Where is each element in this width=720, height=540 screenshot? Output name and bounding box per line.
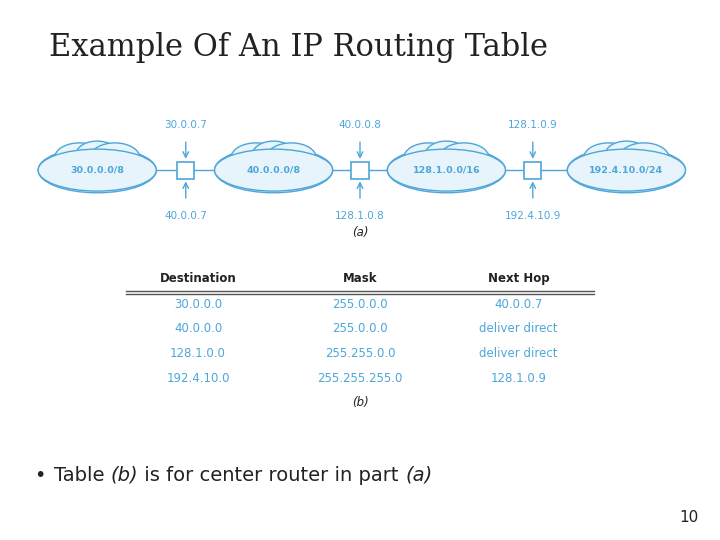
Text: 40.0.0.8: 40.0.0.8 <box>338 119 382 130</box>
Text: 192.4.10.0/24: 192.4.10.0/24 <box>590 166 663 174</box>
Text: 128.1.0.9: 128.1.0.9 <box>508 119 558 130</box>
Ellipse shape <box>38 147 156 193</box>
Ellipse shape <box>425 141 468 168</box>
Text: 30.0.0.7: 30.0.0.7 <box>164 119 207 130</box>
Text: deliver direct: deliver direct <box>479 322 558 335</box>
Ellipse shape <box>567 149 685 191</box>
Text: Example Of An IP Routing Table: Example Of An IP Routing Table <box>49 32 548 63</box>
Text: 128.1.0.0/16: 128.1.0.0/16 <box>413 166 480 174</box>
Text: is for center router in part: is for center router in part <box>138 465 405 485</box>
Ellipse shape <box>55 143 104 172</box>
FancyBboxPatch shape <box>524 161 541 179</box>
Text: 255.0.0.0: 255.0.0.0 <box>332 322 388 335</box>
Text: 40.0.0.0/8: 40.0.0.0/8 <box>246 166 301 174</box>
Ellipse shape <box>215 149 333 191</box>
Text: 192.4.10.0: 192.4.10.0 <box>166 372 230 385</box>
FancyBboxPatch shape <box>351 161 369 179</box>
Ellipse shape <box>266 143 316 172</box>
Text: 40.0.0.7: 40.0.0.7 <box>164 211 207 221</box>
Ellipse shape <box>387 149 505 191</box>
Ellipse shape <box>76 141 119 168</box>
Ellipse shape <box>404 143 454 172</box>
Ellipse shape <box>252 141 295 168</box>
Ellipse shape <box>439 143 489 172</box>
FancyBboxPatch shape <box>177 161 194 179</box>
Text: (a): (a) <box>352 226 368 239</box>
Text: 128.1.0.8: 128.1.0.8 <box>335 211 385 221</box>
Text: 40.0.0.7: 40.0.0.7 <box>494 298 543 310</box>
Text: (b): (b) <box>351 396 369 409</box>
Text: 192.4.10.9: 192.4.10.9 <box>505 211 561 221</box>
Ellipse shape <box>567 147 685 193</box>
Text: 128.1.0.9: 128.1.0.9 <box>490 372 546 385</box>
Text: (b): (b) <box>111 465 138 485</box>
Text: 40.0.0.0: 40.0.0.0 <box>174 322 222 335</box>
Text: Mask: Mask <box>343 272 377 285</box>
Text: Destination: Destination <box>160 272 236 285</box>
Text: 30.0.0.0/8: 30.0.0.0/8 <box>71 166 125 174</box>
Ellipse shape <box>605 141 648 168</box>
Ellipse shape <box>619 143 669 172</box>
Text: 255.255.0.0: 255.255.0.0 <box>325 347 395 360</box>
Text: 10: 10 <box>679 510 698 525</box>
Ellipse shape <box>584 143 634 172</box>
Text: 255.0.0.0: 255.0.0.0 <box>332 298 388 310</box>
Text: 128.1.0.0: 128.1.0.0 <box>170 347 226 360</box>
Ellipse shape <box>90 143 140 172</box>
Ellipse shape <box>38 149 156 191</box>
Text: deliver direct: deliver direct <box>479 347 558 360</box>
Text: (a): (a) <box>405 465 433 485</box>
Ellipse shape <box>387 147 505 193</box>
Text: Table: Table <box>54 465 111 485</box>
Text: 30.0.0.0: 30.0.0.0 <box>174 298 222 310</box>
Ellipse shape <box>231 143 281 172</box>
Ellipse shape <box>215 147 333 193</box>
Text: 255.255.255.0: 255.255.255.0 <box>318 372 402 385</box>
Text: •: • <box>34 465 45 485</box>
Text: Next Hop: Next Hop <box>487 272 549 285</box>
